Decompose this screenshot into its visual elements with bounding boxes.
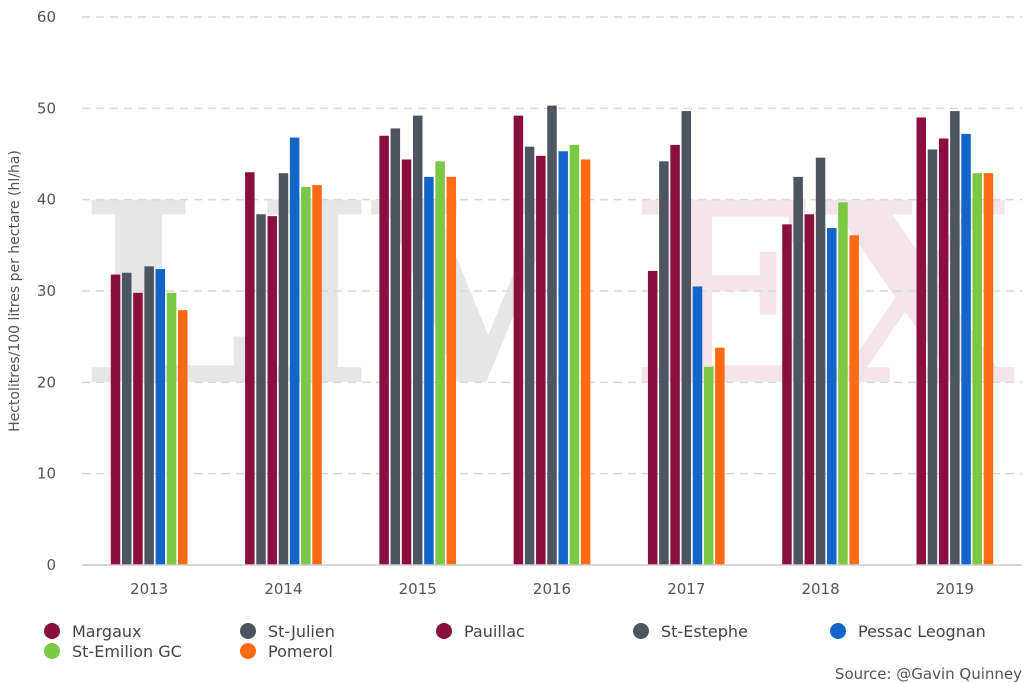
bar — [155, 269, 166, 565]
y-tick-label: 0 — [46, 556, 56, 574]
bar — [256, 214, 266, 565]
bar — [446, 176, 457, 566]
y-tick-label: 30 — [37, 282, 56, 300]
legend-marker — [44, 643, 60, 659]
x-tick-label: 2017 — [667, 580, 705, 598]
y-tick-label: 40 — [37, 191, 56, 209]
legend-label: St-Emilion GC — [72, 642, 182, 661]
bar — [390, 128, 401, 565]
legend-label: St-Julien — [268, 622, 335, 641]
bar — [401, 159, 412, 566]
legend-marker — [240, 623, 256, 639]
bar — [961, 133, 971, 565]
bar — [927, 149, 938, 565]
bar — [424, 176, 434, 566]
bar — [301, 186, 311, 565]
y-axis-label: Hectolitres/100 litres per hectare (hl/h… — [7, 150, 23, 432]
bar — [121, 272, 132, 565]
bar — [715, 347, 725, 565]
legend-label: Pessac Leognan — [858, 622, 986, 641]
x-tick-label: 2016 — [533, 580, 571, 598]
bar — [278, 173, 289, 565]
bar — [804, 214, 815, 565]
legend-marker — [240, 643, 256, 659]
bar — [827, 227, 837, 566]
legend-label: Pomerol — [268, 642, 333, 661]
bar — [569, 144, 580, 565]
bars — [110, 105, 994, 566]
bar — [412, 115, 423, 565]
bar — [312, 185, 322, 565]
bar — [659, 161, 669, 565]
bar — [267, 216, 277, 565]
bar — [289, 137, 300, 565]
bar — [513, 115, 524, 565]
bar — [144, 266, 154, 565]
legend-marker — [44, 623, 60, 639]
bar — [972, 173, 983, 565]
legend: Margaux St-Julien Pauillac St-Estephe Pessac… — [44, 622, 986, 661]
y-tick-label: 50 — [37, 99, 56, 117]
bar — [938, 138, 949, 565]
y-tick-label: 20 — [37, 373, 56, 391]
bar — [133, 292, 143, 565]
x-tick-label: 2019 — [936, 580, 974, 598]
bar — [793, 176, 803, 566]
bar — [950, 111, 960, 565]
bar — [838, 202, 848, 565]
legend-marker — [436, 623, 452, 639]
legend-label: Pauillac — [464, 622, 525, 641]
x-tick-label: 2014 — [264, 580, 302, 598]
bar — [177, 310, 188, 565]
legend-marker — [830, 623, 846, 639]
bar — [547, 105, 557, 566]
bar — [916, 117, 927, 565]
x-tick-label: 2018 — [801, 580, 839, 598]
source-note: Source: @Gavin Quinney — [835, 665, 1022, 683]
bar — [245, 172, 255, 565]
bar — [536, 155, 546, 565]
bar — [670, 144, 680, 565]
x-tick-label: 2015 — [399, 580, 437, 598]
bar — [983, 173, 994, 565]
bar — [110, 274, 121, 565]
bar — [580, 159, 591, 566]
bar — [524, 146, 535, 565]
bar — [782, 224, 792, 565]
y-tick-label: 60 — [37, 8, 56, 26]
legend-label: Margaux — [72, 622, 141, 641]
y-axis-ticks: 0 10 20 30 40 50 60 — [37, 8, 56, 574]
y-tick-label: 10 — [37, 465, 56, 483]
bar — [681, 111, 692, 565]
bar — [692, 286, 703, 565]
legend-marker — [633, 623, 649, 639]
legend-label: St-Estephe — [661, 622, 748, 641]
bar — [647, 270, 658, 565]
bar — [849, 235, 859, 565]
bar — [703, 366, 714, 565]
x-tick-label: 2013 — [130, 580, 168, 598]
bar — [379, 135, 389, 565]
bar — [435, 161, 445, 565]
bar — [815, 157, 826, 566]
x-axis-ticks: 2013 2014 2015 2016 2017 2018 2019 — [130, 580, 974, 598]
bar — [166, 292, 177, 565]
bar — [558, 151, 568, 565]
